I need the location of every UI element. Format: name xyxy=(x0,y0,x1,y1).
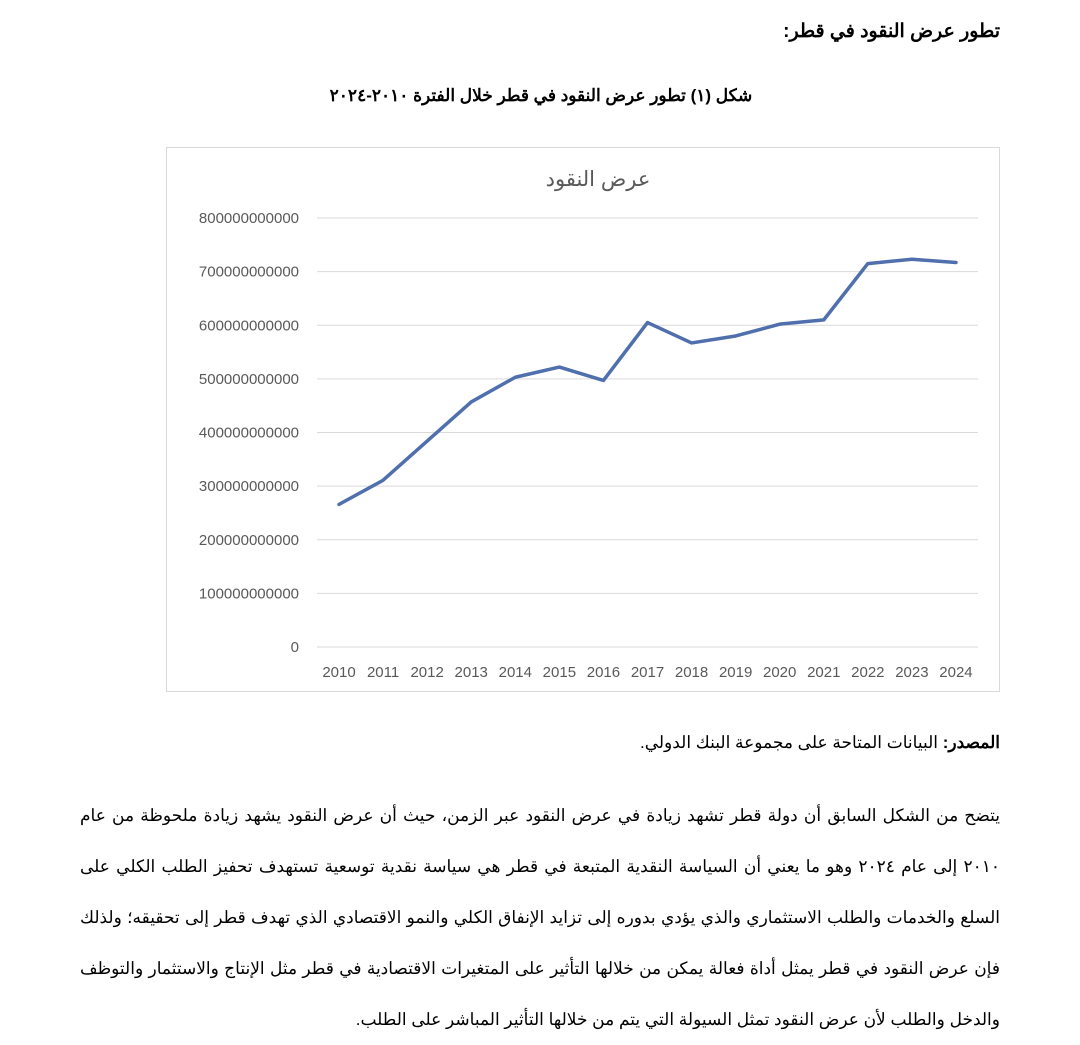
data-point xyxy=(822,318,826,322)
y-tick-label: 400000000000 xyxy=(199,425,299,442)
data-point xyxy=(690,341,694,345)
x-tick-label: 2010 xyxy=(322,664,355,681)
y-tick-label: 200000000000 xyxy=(199,532,299,549)
chart-title: عرض النقود xyxy=(546,168,651,192)
source-label: المصدر: xyxy=(942,733,1000,752)
x-tick-label: 2011 xyxy=(367,664,399,681)
data-point xyxy=(734,334,738,338)
chart-svg: عرض النقود 0 100000000000 200000000000 3000… xyxy=(199,168,978,681)
y-tick-label: 300000000000 xyxy=(199,478,299,495)
x-tick-label: 2017 xyxy=(631,664,664,681)
section-heading: تطور عرض النقود في قطر: xyxy=(783,21,1000,42)
data-point xyxy=(866,262,870,266)
data-point xyxy=(469,400,473,404)
y-tick-label: 800000000000 xyxy=(199,210,299,227)
x-tick-label: 2014 xyxy=(499,664,532,681)
x-tick-label: 2022 xyxy=(851,664,884,681)
body-paragraph: يتضح من الشكل السابق أن دولة قطر تشهد زي… xyxy=(80,806,1000,1029)
x-tick-label: 2023 xyxy=(895,664,928,681)
x-tick-label: 2018 xyxy=(675,664,708,681)
data-point xyxy=(646,321,649,325)
y-tick-label: 600000000000 xyxy=(199,317,299,334)
x-tick-label: 2015 xyxy=(543,664,576,681)
x-tick-label: 2020 xyxy=(763,664,796,681)
y-tick-label: 100000000000 xyxy=(199,585,299,602)
data-point xyxy=(425,439,429,443)
data-point xyxy=(557,365,561,369)
source-note: المصدر: البيانات المتاحة على مجموعة البن… xyxy=(640,733,1000,753)
y-tick-label: 700000000000 xyxy=(199,264,299,281)
data-point xyxy=(778,322,782,326)
x-tick-label: 2012 xyxy=(410,664,443,681)
data-point xyxy=(337,502,341,506)
x-tick-label: 2016 xyxy=(587,664,620,681)
data-point xyxy=(513,375,517,379)
data-point xyxy=(910,257,914,261)
x-tick-label: 2019 xyxy=(719,664,752,681)
figure-caption: شكل (١) تطور عرض النقود في قطر خلال الفت… xyxy=(329,86,753,105)
data-point xyxy=(601,378,605,382)
y-tick-label: 0 xyxy=(291,639,299,656)
data-point xyxy=(954,261,958,265)
y-tick-label: 500000000000 xyxy=(199,371,299,388)
series-line xyxy=(337,257,958,507)
source-text: البيانات المتاحة على مجموعة البنك الدولي… xyxy=(639,733,943,752)
money-supply-chart: عرض النقود 0 100000000000 200000000000 3000… xyxy=(166,147,1000,692)
data-point xyxy=(381,478,385,482)
x-tick-label: 2024 xyxy=(939,664,972,681)
x-tick-label: 2013 xyxy=(455,664,488,681)
x-tick-label: 2021 xyxy=(807,664,840,681)
